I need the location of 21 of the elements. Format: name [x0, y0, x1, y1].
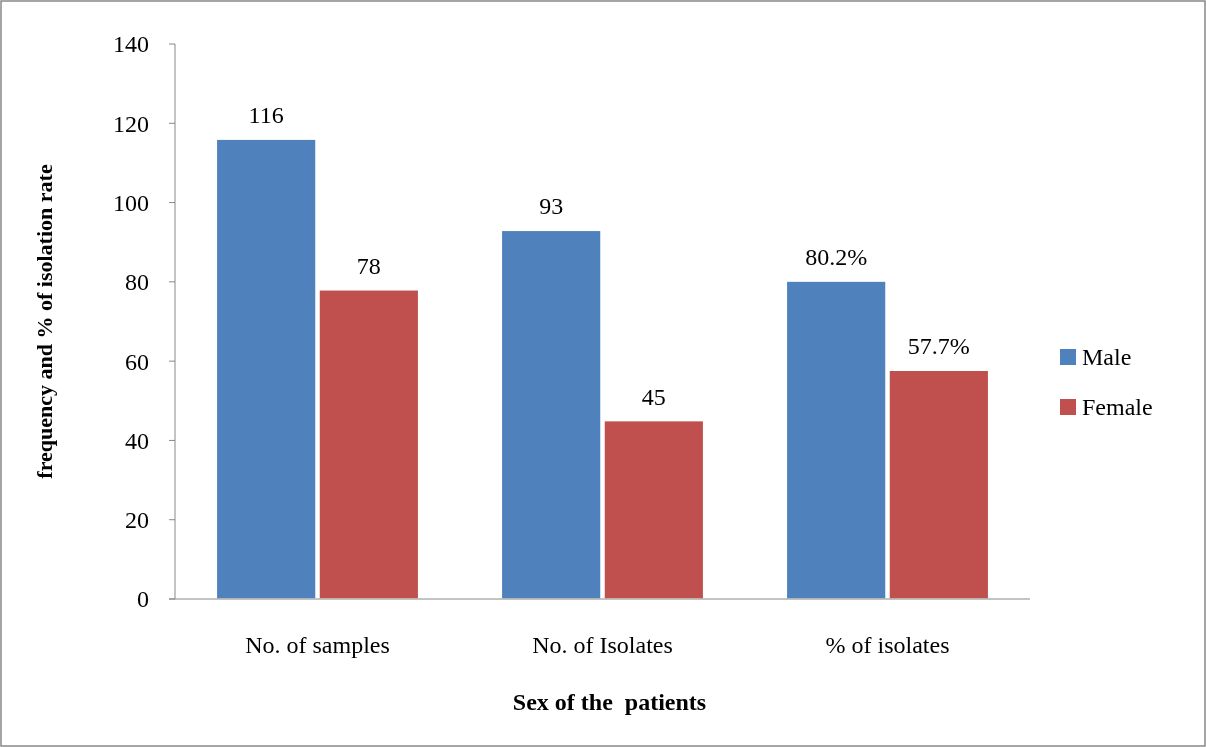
data-label: 116 — [248, 102, 284, 129]
y-tick-label: 120 — [113, 110, 149, 137]
y-tick-label: 100 — [113, 189, 149, 216]
data-label: 78 — [356, 252, 381, 279]
y-tick-label: 60 — [125, 348, 149, 375]
data-label: 93 — [539, 193, 564, 220]
y-tick-label: 40 — [125, 427, 149, 454]
data-label: 45 — [641, 383, 666, 410]
legend-label: Male — [1082, 344, 1132, 371]
x-tick-label: No. of Isolates — [532, 632, 673, 658]
x-axis-title: Sex of the patients — [512, 689, 707, 715]
y-axis-title: frequency and % of isolation rate — [31, 164, 57, 479]
x-tick-label: % of isolates — [825, 632, 950, 658]
data-label: 80.2% — [805, 244, 868, 271]
legend-label: Female — [1082, 394, 1153, 421]
y-tick-label: 20 — [125, 507, 149, 534]
y-tick-label: 140 — [113, 31, 149, 58]
y-tick-label: 0 — [137, 586, 149, 613]
x-tick-label: No. of samples — [245, 632, 390, 658]
data-label: 57.7% — [907, 333, 970, 360]
y-tick-label: 80 — [125, 269, 149, 296]
